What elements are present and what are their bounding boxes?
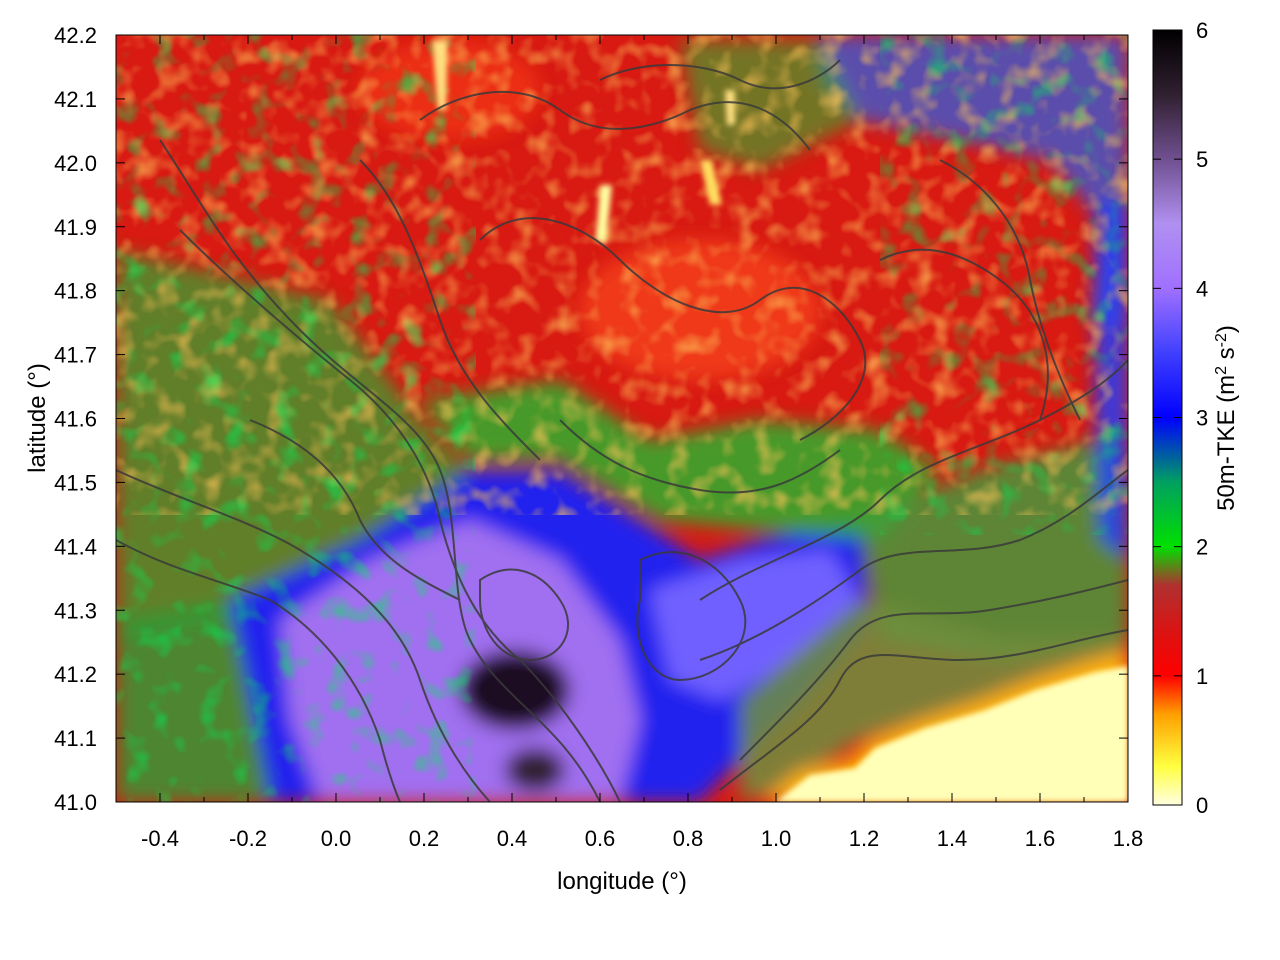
colorbar-ticks: 0 1 2 3 4 5 6 [1153,18,1208,818]
y-tick-label: 42.2 [54,23,97,48]
colorbar-tick-label: 1 [1196,664,1208,689]
colorbar-tick-label: 4 [1196,276,1208,301]
y-tick-label: 41.7 [54,343,97,368]
colorbar-tick-label: 5 [1196,147,1208,172]
heatmap-texture [116,35,1128,802]
x-tick-label: 1.0 [761,826,792,851]
y-tick-label: 42.0 [54,151,97,176]
heatmap-field [116,35,1128,802]
colorbar-tick-label: 2 [1196,535,1208,560]
y-tick-label: 42.1 [54,87,97,112]
region-east-purple [650,550,860,700]
colorbar-tick-label: 3 [1196,406,1208,431]
y-tick-label: 41.6 [54,407,97,432]
colorbar-tick-label: 6 [1196,18,1208,43]
y-tick-label: 41.4 [54,534,97,559]
x-tick-label: 0.8 [673,826,704,851]
colorbar-label: 50m-TKE (m2 s-2) [1213,325,1241,511]
x-tick-label: 1.2 [849,826,880,851]
y-axis-ticks: 41.0 41.1 41.2 41.3 41.4 41.5 41.6 41.7 41.8 41.9… [54,23,1128,815]
y-tick-label: 41.1 [54,726,97,751]
bright-streaks [432,40,735,245]
x-tick-label: -0.4 [141,826,179,851]
y-tick-label: 41.5 [54,470,97,495]
x-tick-label: 0.2 [409,826,440,851]
colorbar-label-end: ) [1213,325,1240,333]
x-axis-ticks: -0.4 -0.2 0.0 0.2 0.4 0.6 0.8 1.0 1.2 1.4 1.6 1.8 [115,35,1144,851]
sea-surface [775,666,1128,802]
y-tick-label: 41.3 [54,598,97,623]
region-southeast-greenbrown [740,600,1128,802]
y-tick-label: 41.0 [54,790,97,815]
x-tick-label: -0.2 [229,826,267,851]
colorbar-label-sup1: 2 [1213,366,1230,375]
x-tick-label: 1.8 [1113,826,1144,851]
x-tick-label: 1.6 [1025,826,1056,851]
y-tick-label: 41.9 [54,215,97,240]
colorbar-tick-label: 0 [1196,793,1208,818]
x-tick-label: 0.0 [321,826,352,851]
x-axis-label: longitude (°) [557,868,687,895]
y-axis-label: latitude (°) [24,363,51,473]
colorbar-label-main: 50m-TKE (m [1213,375,1240,511]
y-tick-label: 41.2 [54,662,97,687]
region-peak-dark [460,650,570,730]
y-tick-label: 41.8 [54,279,97,304]
colorbar-label-sup2: -2 [1213,333,1230,347]
x-tick-label: 1.4 [937,826,968,851]
x-tick-label: 0.6 [585,826,616,851]
colorbar-label-mid: s [1213,347,1240,366]
terrain-contours [116,59,1128,802]
region-peak-dark-2 [505,748,565,792]
x-tick-label: 0.4 [497,826,528,851]
